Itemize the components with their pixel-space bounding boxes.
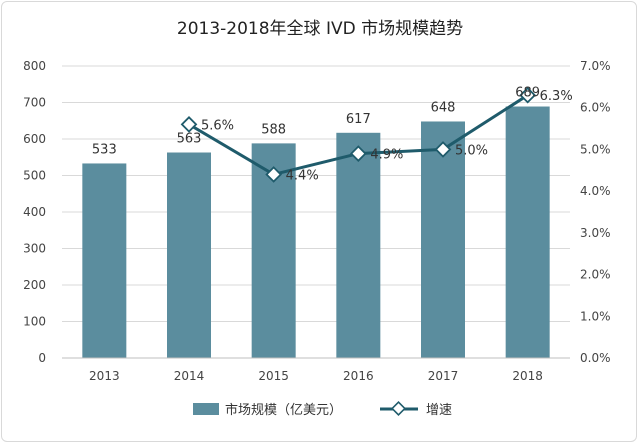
- legend: 市场规模（亿美元） 增速: [193, 401, 452, 418]
- growth-line: [180, 86, 537, 183]
- x-tick-label: 2015: [258, 369, 289, 383]
- y-left-tick-label: 200: [23, 278, 46, 292]
- growth-value-label: 6.3%: [540, 89, 573, 104]
- growth-value-label: 4.9%: [370, 148, 403, 163]
- bar: [505, 106, 550, 358]
- y-left-tick-label: 700: [23, 96, 46, 110]
- bar-value-label: 617: [346, 112, 371, 127]
- legend-marker-icon: [391, 401, 406, 416]
- bar-value-label: 563: [177, 132, 202, 147]
- y-left-tick-label: 500: [23, 169, 46, 183]
- axes: 0 100 200 300 400 500 600 700 800 0.0% 1.0% 2.0% 3.0…: [23, 59, 610, 383]
- x-tick-label: 2013: [89, 369, 120, 383]
- bar: [82, 163, 127, 358]
- bar: [336, 132, 381, 358]
- gridlines: [62, 65, 570, 322]
- y-right-tick-label: 0.0%: [580, 351, 611, 365]
- y-left-tick-label: 800: [23, 59, 46, 73]
- growth-value-label: 4.4%: [286, 168, 319, 183]
- chart-title: 2013-2018年全球 IVD 市场规模趋势: [177, 19, 463, 39]
- x-tick-label: 2018: [512, 369, 543, 383]
- y-right-tick-label: 7.0%: [580, 59, 611, 73]
- bars: [82, 106, 550, 358]
- legend-line-label: 增速: [426, 403, 452, 418]
- y-left-tick-label: 600: [23, 132, 46, 146]
- growth-value-label: 5.6%: [201, 118, 234, 133]
- bar-value-label: 648: [431, 100, 456, 115]
- growth-point-marker: [434, 141, 452, 158]
- data-labels: 533 563 588 617 648 689 5.6% 4.4% 4.9% 5.0% 6.3%: [92, 86, 573, 184]
- growth-value-label: 5.0%: [455, 143, 488, 158]
- bar: [167, 152, 211, 358]
- legend-bar-label: 市场规模（亿美元）: [225, 402, 342, 418]
- growth-point-marker: [265, 166, 283, 183]
- growth-point-marker: [180, 116, 198, 133]
- growth-point-marker: [519, 86, 537, 104]
- y-right-tick-label: 5.0%: [580, 142, 611, 156]
- bar: [421, 121, 465, 358]
- y-right-tick-label: 3.0%: [580, 226, 611, 240]
- bar-value-label: 533: [92, 142, 117, 157]
- x-tick-label: 2014: [174, 369, 205, 383]
- y-left-tick-label: 100: [23, 315, 46, 329]
- y-right-tick-label: 6.0%: [580, 101, 611, 115]
- y-right-tick-label: 4.0%: [580, 184, 611, 198]
- legend-bar-swatch: [193, 403, 219, 415]
- y-right-tick-label: 2.0%: [580, 268, 611, 282]
- y-left-tick-label: 0: [38, 351, 46, 365]
- growth-point-marker: [349, 145, 367, 162]
- y-left-tick-label: 400: [23, 205, 46, 219]
- bar-value-label: 588: [261, 122, 286, 137]
- bar-value-label: 689: [515, 86, 540, 101]
- x-tick-label: 2017: [428, 369, 459, 383]
- y-right-tick-label: 1.0%: [580, 309, 611, 323]
- y-left-tick-label: 300: [23, 242, 46, 256]
- x-tick-label: 2016: [343, 369, 374, 383]
